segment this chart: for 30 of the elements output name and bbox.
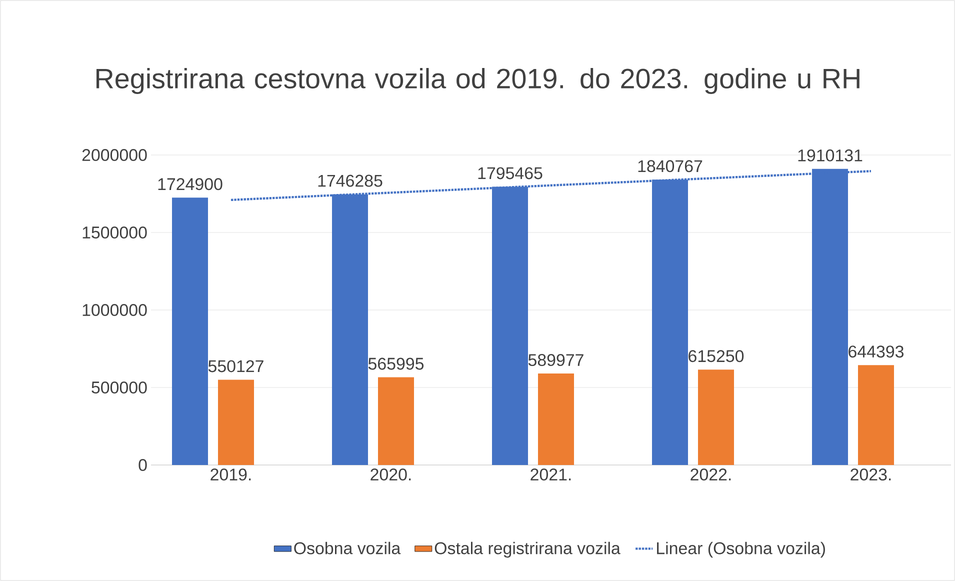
x-tick-label: 2023.: [850, 468, 891, 481]
bar: [538, 374, 574, 465]
legend-label: Osobna vozila: [294, 542, 401, 554]
x-tick-label: 2021.: [530, 468, 571, 481]
y-tick-label: 2000000: [82, 149, 147, 161]
data-label: 1746285: [318, 174, 382, 187]
bar: [858, 365, 894, 465]
x-tick-label: 2019.: [210, 468, 251, 481]
data-label: 1795465: [478, 167, 542, 180]
x-tick-label: 2022.: [690, 468, 731, 481]
data-label: 1840767: [638, 160, 702, 172]
bar: [378, 377, 414, 465]
data-label: 589977: [528, 354, 584, 366]
data-label: 565995: [368, 358, 424, 370]
y-tick-label: 1500000: [82, 226, 147, 238]
data-label: 615250: [688, 350, 744, 362]
data-label: 550127: [208, 360, 264, 372]
data-label: 644393: [848, 346, 904, 358]
data-label: 1910131: [798, 149, 862, 162]
bar: [698, 370, 734, 465]
y-tick-label: 0: [138, 459, 147, 471]
data-label: 1724900: [158, 178, 222, 190]
chart-title: Registrirana cestovna vozila od 2019. do 2023. godine u RH: [96, 68, 860, 94]
x-tick-label: 2020.: [370, 468, 411, 481]
bar: [218, 380, 254, 465]
legend-label: Ostala registrirana vozila: [434, 542, 620, 558]
bar: [172, 198, 208, 465]
legend-label: Linear (Osobna vozila): [657, 542, 825, 558]
y-tick-label: 500000: [92, 382, 147, 394]
y-tick-label: 1000000: [82, 304, 147, 316]
